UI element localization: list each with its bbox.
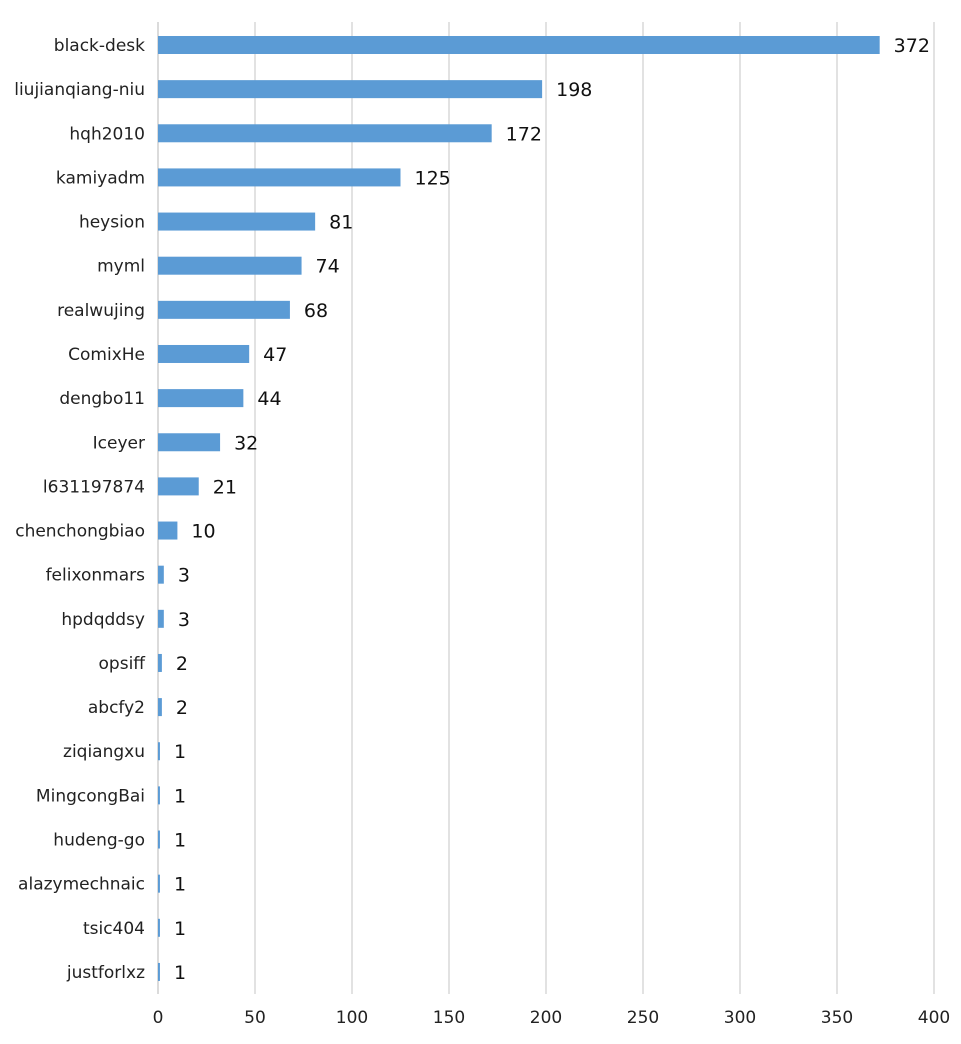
bar	[158, 786, 160, 805]
x-tick-label: 100	[336, 1008, 368, 1028]
category-label: opsiff	[99, 654, 147, 674]
x-tick-label: 250	[627, 1008, 659, 1028]
data-label: 372	[894, 35, 930, 57]
category-label: liujianqiang-niu	[14, 80, 145, 100]
bar	[158, 565, 164, 584]
category-label: Iceyer	[93, 433, 145, 453]
bar	[158, 653, 162, 672]
data-label: 21	[213, 476, 237, 498]
data-label: 44	[257, 388, 281, 410]
category-label: dengbo11	[59, 389, 145, 409]
bar	[158, 521, 178, 540]
data-label: 1	[174, 830, 186, 852]
category-label: alazymechnaic	[18, 875, 145, 895]
category-label: realwujing	[57, 301, 145, 321]
data-label: 32	[234, 432, 258, 454]
x-tick-label: 200	[530, 1008, 562, 1028]
bar	[158, 80, 543, 99]
x-tick-label: 300	[724, 1008, 756, 1028]
category-label: black-desk	[54, 36, 145, 56]
category-label: ComixHe	[68, 345, 145, 365]
category-label: MingcongBai	[36, 786, 145, 806]
category-label: kamiyadm	[56, 168, 145, 188]
category-label: chenchongbiao	[15, 522, 145, 542]
bar	[158, 433, 221, 452]
gridlines	[157, 22, 935, 994]
bar	[158, 256, 302, 275]
category-label: hpdqddsy	[61, 610, 145, 630]
bar	[158, 609, 164, 628]
data-label: 68	[304, 300, 328, 322]
category-label: myml	[97, 257, 145, 277]
data-label: 1	[174, 874, 186, 896]
data-label: 3	[178, 565, 190, 587]
data-label: 1	[174, 918, 186, 940]
data-label: 2	[176, 653, 188, 675]
bar	[158, 742, 160, 761]
bar	[158, 874, 160, 893]
bars	[158, 36, 880, 981]
data-label: 198	[556, 79, 592, 101]
data-label: 47	[263, 344, 287, 366]
data-label: 1	[174, 785, 186, 807]
category-label: heysion	[79, 213, 145, 233]
data-label: 1	[174, 962, 186, 984]
bar	[158, 212, 316, 231]
data-label: 74	[316, 256, 340, 278]
x-tick-label: 150	[433, 1008, 465, 1028]
bar	[158, 344, 250, 363]
bar	[158, 962, 160, 981]
x-tick-label: 50	[244, 1008, 266, 1028]
category-label: felixonmars	[46, 566, 146, 586]
bar	[158, 36, 880, 54]
category-label: tsic404	[83, 919, 145, 939]
category-label: abcfy2	[88, 698, 145, 718]
x-tick-label: 0	[153, 1008, 164, 1028]
data-label: 1	[174, 741, 186, 763]
data-label: 125	[415, 167, 451, 189]
category-label: justforlxz	[66, 963, 145, 983]
bar	[158, 830, 160, 849]
x-axis-ticks: 0 50 100 150 200 250 300 350 400	[153, 1008, 951, 1028]
bar	[158, 698, 162, 717]
data-label: 81	[329, 212, 353, 234]
bar	[158, 389, 244, 408]
category-label: hqh2010	[69, 124, 145, 144]
data-label: 172	[506, 123, 542, 145]
x-tick-label: 350	[821, 1008, 853, 1028]
category-label: ziqiangxu	[63, 742, 145, 762]
bar	[158, 300, 290, 319]
category-label: l631197874	[43, 477, 145, 497]
bar	[158, 477, 199, 496]
data-label: 3	[178, 609, 190, 631]
category-labels: black-desk liujianqiang-niu hqh2010 kamiyad…	[14, 36, 146, 983]
x-tick-label: 400	[918, 1008, 950, 1028]
category-label: hudeng-go	[53, 831, 145, 851]
data-label: 10	[191, 521, 215, 543]
bar	[158, 124, 492, 143]
bar	[158, 918, 160, 937]
bar	[158, 168, 401, 187]
data-label: 2	[176, 697, 188, 719]
